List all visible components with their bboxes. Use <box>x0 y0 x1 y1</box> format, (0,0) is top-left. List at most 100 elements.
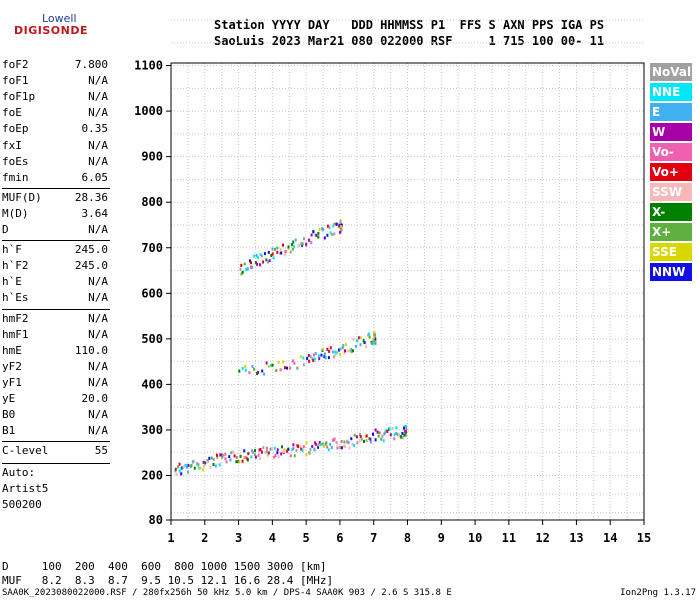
param-name: C-level <box>2 444 49 458</box>
echo-point <box>314 352 317 355</box>
echo-point <box>343 351 346 355</box>
echo-point <box>378 431 381 435</box>
echo-point <box>253 254 255 258</box>
x-tick-label: 7 <box>370 531 377 545</box>
echo-point <box>323 236 326 240</box>
echo-point <box>259 263 262 267</box>
echo-point <box>266 453 269 457</box>
echo-point <box>259 448 262 451</box>
echo-point <box>368 437 371 441</box>
echo-point <box>351 349 354 353</box>
param-value: 245.0 <box>74 243 108 257</box>
echo-point <box>182 465 185 469</box>
echo-point <box>312 230 315 234</box>
echo-point <box>220 453 223 457</box>
echo-point <box>283 253 286 257</box>
param-row: M(D) 3.64 <box>2 207 108 222</box>
param-row: B0 N/A <box>2 408 108 423</box>
echo-point <box>362 339 365 343</box>
echo-point <box>260 254 263 258</box>
param-name: h`E <box>2 275 22 289</box>
echo-point <box>352 337 355 341</box>
echo-point <box>281 445 283 449</box>
echo-point <box>381 434 384 438</box>
echo-point <box>359 432 361 436</box>
param-name: foEs <box>2 154 29 168</box>
echo-point <box>338 348 340 352</box>
echo-point <box>340 225 343 229</box>
echo-point <box>321 227 324 230</box>
station-header: Station YYYY DAY DDD HHMMSS P1 FFS S AXN… <box>214 17 604 49</box>
y-tick-label: 400 <box>141 377 163 391</box>
echo-point <box>403 433 406 437</box>
echo-point <box>336 446 339 450</box>
param-row: foEp 0.35 <box>2 122 108 137</box>
echo-point <box>258 457 261 460</box>
echo-point <box>286 366 288 370</box>
echo-point <box>199 466 202 470</box>
legend-item: SSE <box>650 243 692 261</box>
y-tick-label: 200 <box>141 469 163 483</box>
echo-point <box>240 272 243 276</box>
echo-point <box>322 347 325 351</box>
echo-point <box>253 367 256 371</box>
echo-point <box>311 444 314 448</box>
echo-point <box>305 452 308 456</box>
echo-point <box>305 441 308 445</box>
echo-point <box>265 361 268 365</box>
echo-point <box>389 433 392 437</box>
echo-point <box>353 433 356 437</box>
version-label: Ion2Png 1.3.17 <box>620 588 696 598</box>
param-name: fxI <box>2 138 22 152</box>
echo-point <box>363 341 366 345</box>
logo-top-text: Lowell <box>42 12 77 25</box>
echo-point <box>282 360 285 364</box>
echo-point <box>353 443 355 447</box>
echo-point <box>350 350 353 354</box>
echo-point <box>312 353 315 357</box>
x-tick-label: 2 <box>201 531 208 545</box>
echo-point <box>332 224 335 228</box>
echo-point <box>374 333 377 337</box>
echo-point <box>271 447 274 451</box>
param-row: hmE 110.0 <box>2 344 108 359</box>
echo-point <box>291 448 294 452</box>
echo-point <box>312 359 315 362</box>
echo-point <box>232 450 235 454</box>
echo-point <box>280 452 283 456</box>
echo-point <box>251 451 254 454</box>
legend-item: Vo- <box>650 143 692 161</box>
echo-point <box>276 246 279 250</box>
echo-point <box>244 365 247 369</box>
legend-item: W <box>650 123 692 141</box>
legend-item: X- <box>650 203 692 221</box>
echo-point <box>317 445 320 449</box>
param-row: fxI N/A <box>2 139 108 154</box>
echo-point <box>393 437 396 441</box>
echo-point <box>310 233 313 237</box>
echo-point <box>178 462 181 466</box>
param-name: hmF2 <box>2 311 29 325</box>
param-row: foF1 N/A <box>2 74 108 89</box>
param-name: h`F2 <box>2 259 29 273</box>
echo-point <box>374 428 377 432</box>
param-row: MUF(D) 28.36 <box>2 191 108 206</box>
echo-point <box>192 459 195 463</box>
echo-point <box>400 435 403 439</box>
echo-point <box>235 460 238 464</box>
echo-point <box>292 443 295 447</box>
echo-point <box>271 363 274 367</box>
param-name: h`Es <box>2 291 29 305</box>
param-row: D N/A <box>2 223 108 238</box>
echo-point <box>373 341 376 345</box>
echo-point <box>331 438 334 442</box>
echo-point <box>359 343 362 347</box>
echo-point <box>319 442 322 446</box>
echo-point <box>372 340 374 344</box>
echo-point <box>308 359 311 363</box>
echo-point <box>322 227 325 231</box>
echo-point <box>365 439 368 443</box>
muf-table: D 100 200 400 600 800 1000 1500 3000 [km… <box>2 560 333 588</box>
echo-point <box>209 465 212 469</box>
echo-point <box>257 370 260 374</box>
